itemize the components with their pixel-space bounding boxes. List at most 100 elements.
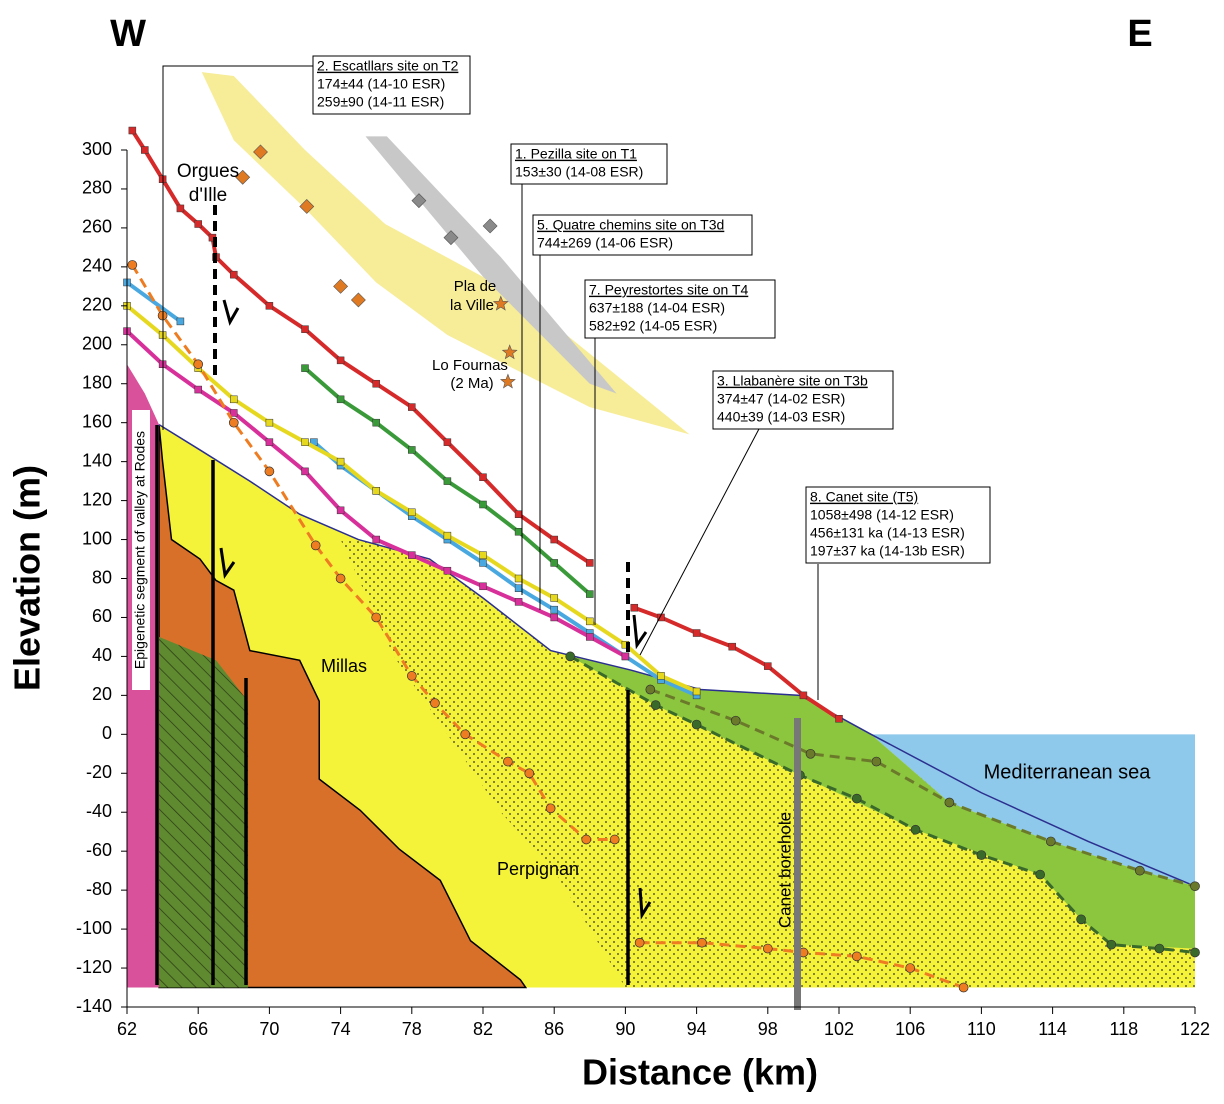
profile-point [550, 535, 558, 544]
annotation-title: 2. Escatllars site on T2 [317, 58, 459, 74]
x-tick-label: 86 [544, 1019, 564, 1039]
profile-point [565, 651, 576, 662]
profile-point [586, 617, 594, 626]
annotation-title: 7. Peyrestortes site on T4 [589, 282, 748, 298]
profile-point [372, 487, 380, 495]
texts: W E Distance (km) Elevation (m) -140 -120… [7, 13, 1211, 1092]
x-tick-label: 70 [259, 1019, 279, 1039]
profile-point [609, 834, 620, 845]
profile-point [764, 662, 772, 670]
profile-point [301, 325, 309, 333]
profile-point [230, 270, 238, 279]
profile-point [194, 385, 202, 394]
profile-point [264, 466, 275, 477]
area [159, 636, 249, 988]
profile-point [301, 438, 309, 446]
profile-point [408, 446, 416, 454]
site-point [350, 292, 366, 308]
x-tick-label: 106 [895, 1019, 925, 1039]
profile-point [514, 584, 523, 592]
profile-point [176, 204, 185, 213]
y-tick-label: 40 [92, 645, 112, 665]
profile-point [127, 260, 138, 270]
y-axis-title: Elevation (m) [7, 465, 48, 691]
x-tick-label: 74 [331, 1019, 351, 1039]
x-tick-label: 118 [1109, 1019, 1138, 1039]
annotation-text: 197±37 ka (14-13b ESR) [810, 543, 965, 559]
profile-point [835, 714, 843, 723]
area [158, 424, 528, 989]
x-tick-label: 98 [758, 1019, 778, 1039]
y-tick-label: 80 [92, 567, 112, 587]
profile-point [230, 395, 238, 404]
y-tick-label: -60 [86, 840, 112, 860]
profile-point [730, 715, 741, 726]
annotation-text: 174±44 (14-10 ESR) [317, 76, 445, 92]
site-point [492, 295, 509, 311]
profile-point [762, 943, 773, 954]
annotation-box [312, 55, 471, 115]
profile-point [1134, 865, 1145, 876]
y-tick-label: 60 [92, 606, 112, 626]
annotation-box [510, 143, 668, 185]
profile-point [310, 540, 321, 551]
profile-point [128, 126, 137, 135]
x-tick-label: 122 [1180, 1019, 1210, 1039]
y-tick-label: 280 [82, 178, 112, 198]
site-point [443, 230, 459, 246]
profile-point [645, 684, 656, 695]
profile-point [581, 834, 592, 845]
profile-point [336, 457, 345, 466]
arrow [219, 547, 236, 579]
annotation-box [532, 214, 753, 256]
area [365, 136, 617, 394]
y-tick-label: 160 [82, 411, 112, 431]
profile-point [545, 803, 556, 814]
profile-point [1190, 947, 1200, 958]
y-tick-label: 100 [82, 528, 112, 548]
annotation-title: 5. Quatre chemins site on T3d [537, 217, 724, 233]
leader [162, 65, 313, 430]
map-label: Mediterranean sea [984, 761, 1152, 783]
profile-point [230, 409, 238, 417]
profile-point [586, 590, 594, 598]
profile-point [503, 756, 513, 767]
profile-point [443, 438, 452, 446]
annotation-title: 8. Canet site (T5) [810, 489, 918, 505]
annotation-text: 582±92 (14-05 ESR) [589, 318, 717, 334]
map-label: Millas [321, 656, 367, 676]
profile-point [586, 559, 594, 567]
profile-point [479, 551, 487, 559]
site-point [411, 193, 427, 209]
profile-point [976, 850, 987, 860]
site-point [253, 144, 268, 160]
y-tick-label: 200 [82, 334, 112, 354]
y-tick-label: 240 [82, 256, 112, 276]
profiles [123, 126, 1200, 993]
profile-point [634, 937, 645, 948]
profile-point [1106, 939, 1117, 950]
profile-point [524, 768, 535, 779]
x-tick-label: 94 [687, 1019, 707, 1039]
x-tick-label: 90 [615, 1019, 635, 1039]
x-tick-label: 114 [1038, 1019, 1067, 1039]
profile-point [691, 719, 702, 730]
west-label: W [110, 13, 146, 55]
profile-point [586, 633, 594, 641]
profile-line [649, 688, 1196, 888]
map-label: Perpignan [497, 859, 579, 879]
map-label: (2 Ma) [450, 375, 493, 392]
map-label: la Ville [450, 297, 494, 314]
profile-point [430, 698, 440, 709]
annotation-title: 3. Llabanère site on T3b [717, 373, 868, 389]
borehole [794, 718, 801, 1010]
y-tick-label: -80 [86, 879, 112, 899]
y-tick-label: 120 [82, 489, 112, 509]
annotation-text: 440±39 (14-03 ESR) [717, 409, 845, 425]
profile-point [336, 506, 345, 515]
profile-point [944, 797, 955, 808]
map-label: d'Ille [189, 185, 227, 206]
x-tick-label: 78 [402, 1019, 422, 1039]
profile-point [1190, 881, 1200, 892]
profile-point [193, 359, 204, 370]
